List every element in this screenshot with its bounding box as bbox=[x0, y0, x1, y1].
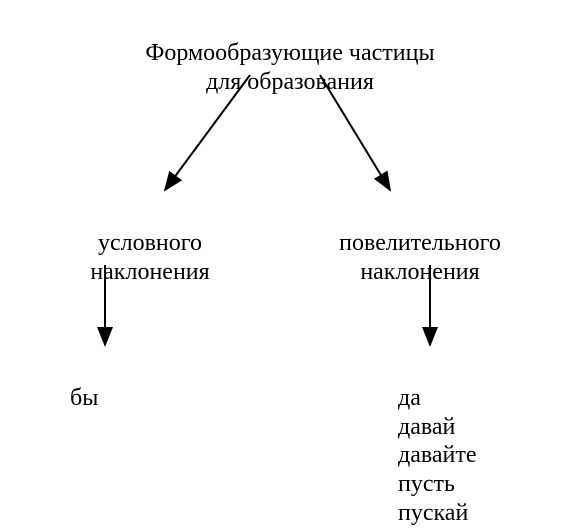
right-leaf-line4: пусть bbox=[398, 471, 455, 497]
right-line1: повелительного bbox=[339, 230, 501, 256]
left-line2: наклонения bbox=[90, 259, 209, 285]
root-line2: для образования bbox=[206, 69, 374, 95]
node-left-leaf: бы bbox=[70, 355, 130, 413]
right-leaf-line1: да bbox=[398, 385, 421, 411]
diagram-canvas: Формообразующие частицы для образования … bbox=[0, 0, 580, 504]
right-line2: наклонения bbox=[360, 259, 479, 285]
node-root: Формообразующие частицы для образования bbox=[90, 10, 490, 96]
root-line1: Формообразующие частицы bbox=[145, 40, 434, 66]
node-right-leaf: да давай давайте пусть пускай bbox=[398, 355, 538, 528]
right-leaf-line2: давай bbox=[398, 414, 455, 440]
right-leaf-line3: давайте bbox=[398, 442, 477, 468]
node-right: повелительного наклонения bbox=[300, 200, 540, 286]
left-leaf-text: бы bbox=[70, 385, 98, 411]
node-left: условного наклонения bbox=[50, 200, 250, 286]
left-line1: условного bbox=[98, 230, 202, 256]
